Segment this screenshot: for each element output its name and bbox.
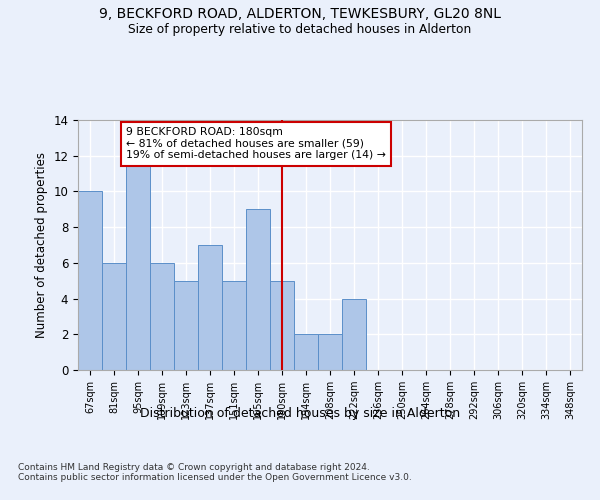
Bar xyxy=(78,192,102,370)
Text: Size of property relative to detached houses in Alderton: Size of property relative to detached ho… xyxy=(128,22,472,36)
Bar xyxy=(150,263,174,370)
Y-axis label: Number of detached properties: Number of detached properties xyxy=(35,152,48,338)
Bar xyxy=(270,280,294,370)
Bar xyxy=(246,210,270,370)
Text: Contains HM Land Registry data © Crown copyright and database right 2024.
Contai: Contains HM Land Registry data © Crown c… xyxy=(18,462,412,482)
Bar xyxy=(174,280,198,370)
Text: Distribution of detached houses by size in Alderton: Distribution of detached houses by size … xyxy=(140,408,460,420)
Bar xyxy=(222,280,246,370)
Text: 9, BECKFORD ROAD, ALDERTON, TEWKESBURY, GL20 8NL: 9, BECKFORD ROAD, ALDERTON, TEWKESBURY, … xyxy=(99,8,501,22)
Bar xyxy=(318,334,342,370)
Bar xyxy=(342,298,366,370)
Bar xyxy=(102,263,126,370)
Bar xyxy=(126,156,150,370)
Bar xyxy=(198,245,222,370)
Text: 9 BECKFORD ROAD: 180sqm
← 81% of detached houses are smaller (59)
19% of semi-de: 9 BECKFORD ROAD: 180sqm ← 81% of detache… xyxy=(126,127,386,160)
Bar xyxy=(294,334,318,370)
